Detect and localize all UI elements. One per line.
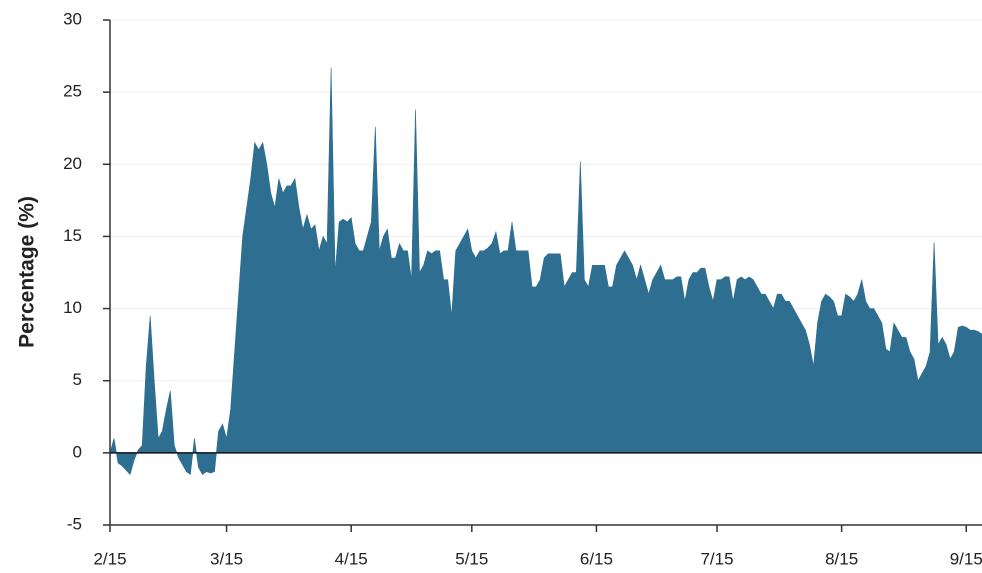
- x-tick-label: 9/15: [950, 549, 982, 568]
- y-tick-label: 10: [63, 298, 82, 317]
- x-tick-label: 4/15: [335, 549, 368, 568]
- x-tick-label: 3/15: [210, 549, 243, 568]
- y-tick-label: 15: [63, 226, 82, 245]
- y-tick-label: 30: [63, 9, 82, 28]
- area: [109, 67, 982, 476]
- y-axis-label: Percentage (%): [16, 196, 39, 348]
- x-tick-label: 6/15: [580, 549, 613, 568]
- y-tick-label: 20: [63, 154, 82, 173]
- x-tick-label: 2/15: [93, 549, 126, 568]
- y-tick-label: 0: [73, 442, 82, 461]
- x-tick-label: 8/15: [825, 549, 858, 568]
- y-tick-label: 5: [73, 370, 82, 389]
- x-tick-label: 7/15: [700, 549, 733, 568]
- y-tick-label: 25: [63, 82, 82, 101]
- y-tick-label: -5: [67, 514, 82, 533]
- x-tick-label: 5/15: [455, 549, 488, 568]
